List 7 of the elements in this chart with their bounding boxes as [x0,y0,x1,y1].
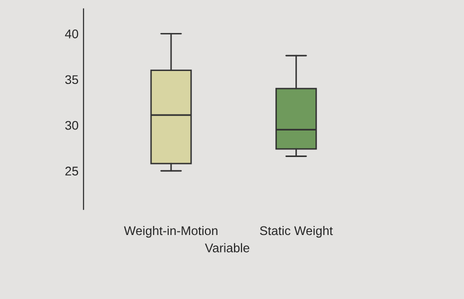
x-tick-label: Weight-in-Motion [124,226,218,238]
y-tick-label: 30 [65,120,78,130]
x-tick-label: Static Weight [260,226,333,238]
y-tick-label: 40 [65,29,78,38]
x-axis-title: Variable [204,243,250,252]
y-tick-label: 25 [65,166,78,176]
y-tick-label: 35 [65,75,78,84]
